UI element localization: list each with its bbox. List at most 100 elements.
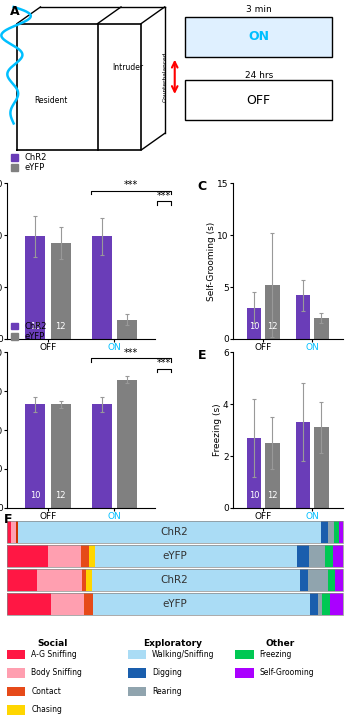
Y-axis label: Freezing (s): Freezing (s) — [212, 404, 221, 457]
Bar — [7, 705, 25, 714]
Bar — [185, 80, 333, 120]
Bar — [335, 521, 338, 542]
Bar — [328, 521, 335, 542]
Bar — [247, 438, 261, 508]
Bar — [235, 668, 254, 677]
Bar — [7, 569, 37, 590]
Bar — [37, 569, 82, 590]
Bar — [92, 404, 112, 508]
Text: ***: *** — [157, 191, 171, 200]
Text: Contact: Contact — [31, 687, 61, 696]
Y-axis label: Self-Grooming (s): Self-Grooming (s) — [207, 221, 216, 301]
Bar — [117, 380, 137, 508]
Text: Exploratory: Exploratory — [144, 639, 202, 648]
Bar — [309, 545, 326, 566]
Text: A-G Sniffing: A-G Sniffing — [31, 650, 77, 659]
Bar — [328, 569, 335, 590]
Bar — [333, 545, 343, 566]
Bar — [326, 545, 333, 566]
Text: Intruder: Intruder — [112, 63, 143, 72]
Bar — [310, 593, 318, 614]
Bar — [18, 521, 321, 542]
Bar — [48, 545, 81, 566]
Bar — [265, 285, 280, 339]
Bar — [295, 423, 310, 508]
Bar — [7, 545, 343, 566]
Text: eYFP: eYFP — [162, 599, 187, 609]
Text: 12: 12 — [55, 322, 66, 331]
Bar — [128, 650, 146, 659]
Text: ChR2: ChR2 — [161, 527, 189, 537]
Bar — [300, 569, 308, 590]
Bar — [117, 319, 137, 339]
Text: 10: 10 — [30, 322, 41, 331]
Bar — [322, 593, 330, 614]
Bar — [314, 428, 329, 508]
Bar — [7, 569, 343, 590]
Bar — [92, 569, 300, 590]
Text: Social: Social — [37, 639, 67, 648]
Text: ***: *** — [157, 358, 171, 368]
Bar — [7, 593, 343, 614]
Text: Self-Grooming: Self-Grooming — [260, 669, 314, 677]
Bar — [314, 318, 329, 339]
Text: ***: *** — [124, 348, 138, 358]
Text: 12: 12 — [55, 491, 66, 500]
Bar — [338, 521, 343, 542]
Bar — [7, 545, 48, 566]
Bar — [84, 593, 93, 614]
Bar — [51, 404, 71, 508]
Bar — [92, 237, 112, 339]
Text: Other: Other — [266, 639, 295, 648]
Text: 10: 10 — [249, 491, 259, 500]
Bar — [26, 237, 45, 339]
Bar — [185, 17, 333, 57]
Text: 12: 12 — [267, 322, 278, 331]
Text: Digging: Digging — [152, 669, 182, 677]
Bar — [7, 593, 51, 614]
Text: ON: ON — [248, 30, 269, 44]
Bar — [51, 593, 84, 614]
Bar — [51, 243, 71, 339]
Bar — [95, 545, 297, 566]
Text: Freezing: Freezing — [260, 650, 292, 659]
Text: 24 hrs: 24 hrs — [245, 70, 273, 80]
Bar — [128, 668, 146, 677]
Bar — [11, 521, 16, 542]
Text: ChR2: ChR2 — [161, 575, 189, 585]
Text: 10: 10 — [249, 322, 259, 331]
Bar — [7, 650, 25, 659]
Text: F: F — [3, 513, 12, 526]
Text: C: C — [198, 180, 207, 193]
Text: Walking/Sniffing: Walking/Sniffing — [152, 650, 215, 659]
Bar — [321, 521, 328, 542]
Text: OFF: OFF — [247, 94, 271, 107]
Bar — [247, 308, 261, 339]
Text: eYFP: eYFP — [162, 551, 187, 561]
Text: 10: 10 — [30, 491, 41, 500]
Bar — [128, 687, 146, 696]
Bar — [308, 569, 328, 590]
Text: E: E — [198, 349, 206, 362]
Text: Rearing: Rearing — [152, 687, 182, 696]
Bar — [81, 545, 89, 566]
Text: Body Sniffing: Body Sniffing — [31, 669, 82, 677]
Bar — [7, 668, 25, 677]
Bar — [335, 569, 343, 590]
Text: Counterbalanced: Counterbalanced — [162, 52, 167, 102]
Bar — [82, 569, 86, 590]
Text: ***: *** — [124, 180, 138, 190]
Bar — [7, 521, 343, 542]
Bar — [93, 593, 310, 614]
Bar — [265, 443, 280, 508]
Bar — [235, 650, 254, 659]
Bar — [7, 687, 25, 696]
Text: Chasing: Chasing — [31, 706, 62, 714]
Bar — [295, 295, 310, 339]
Text: 12: 12 — [267, 491, 278, 500]
Legend: ChR2, eYFP: ChR2, eYFP — [11, 153, 47, 173]
Bar — [297, 545, 309, 566]
Bar — [7, 521, 11, 542]
Bar — [16, 521, 18, 542]
Bar — [330, 593, 343, 614]
